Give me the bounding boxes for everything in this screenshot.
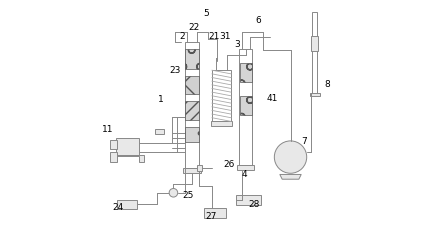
Text: 6: 6 [256,16,261,25]
Text: 22: 22 [189,23,200,32]
Text: 5: 5 [203,9,209,18]
Bar [155,129,164,134]
Bar [117,200,137,209]
Circle shape [169,188,178,197]
Circle shape [274,141,307,173]
Text: 11: 11 [101,125,113,134]
Text: 2: 2 [179,32,185,41]
Bar [204,208,226,218]
Bar [236,195,261,205]
Bar [240,96,252,115]
Bar [237,165,254,170]
Text: 7: 7 [301,137,307,146]
Text: 25: 25 [183,191,194,200]
Text: 1: 1 [158,95,163,104]
Bar [211,121,232,126]
Polygon shape [280,174,301,179]
Bar [185,76,198,94]
Text: 31: 31 [219,32,231,41]
Bar [310,93,319,96]
Bar [185,101,198,120]
Bar [311,36,318,51]
Bar [185,42,199,168]
Text: 26: 26 [223,160,234,169]
Text: 24: 24 [113,203,124,212]
Polygon shape [109,152,117,162]
Bar [185,127,198,142]
Polygon shape [109,155,144,162]
Text: 21: 21 [209,32,220,41]
Bar [197,165,202,171]
Text: 27: 27 [205,212,217,221]
Polygon shape [109,140,117,149]
Bar [183,168,201,173]
Text: 41: 41 [267,94,278,103]
Text: 23: 23 [169,66,181,75]
Text: 4: 4 [241,170,247,179]
Bar [185,49,198,69]
Polygon shape [116,138,140,155]
Bar [212,70,231,121]
Bar [240,63,252,82]
Text: 3: 3 [234,40,240,49]
Bar [312,12,317,93]
Text: 28: 28 [248,200,259,209]
Bar [239,49,253,165]
Text: 8: 8 [325,80,330,89]
